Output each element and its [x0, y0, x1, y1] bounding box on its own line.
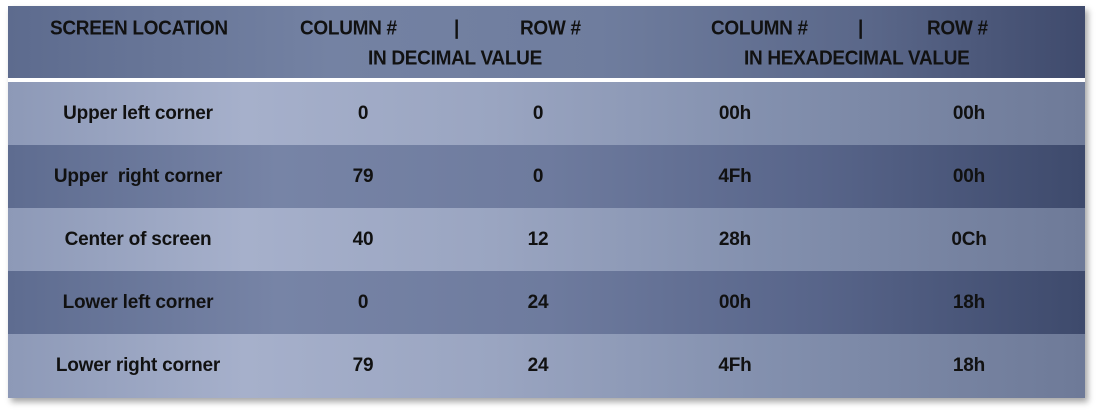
- cell-decimal-row: 24: [527, 292, 549, 313]
- table-row: Center of screen 40 12 28h 0Ch: [8, 208, 1085, 271]
- header-decimal-row: ROW #: [520, 17, 581, 40]
- cell-decimal-column: 0: [357, 292, 369, 313]
- cell-hex-row: 18h: [952, 292, 986, 313]
- table-header: SCREEN LOCATION COLUMN # | ROW # IN DECI…: [8, 6, 1085, 78]
- cell-decimal-row: 0: [532, 103, 544, 124]
- cell-decimal-row: 12: [527, 229, 549, 250]
- header-hex-caption: IN HEXADECIMAL VALUE: [744, 47, 970, 70]
- cell-hex-row: 18h: [952, 355, 986, 376]
- cell-location: Upper right corner: [53, 166, 223, 187]
- cell-hex-column: 28h: [718, 229, 752, 250]
- table-row: Lower right corner 79 24 4Fh 18h: [8, 334, 1085, 398]
- table-row: Upper left corner 0 0 00h 00h: [8, 82, 1085, 145]
- cell-location: Lower right corner: [55, 355, 221, 376]
- header-hex-row: ROW #: [927, 17, 988, 40]
- cell-decimal-column: 79: [352, 166, 374, 187]
- header-decimal-divider: |: [454, 17, 460, 40]
- cell-decimal-row: 24: [527, 355, 549, 376]
- header-screen-location: SCREEN LOCATION: [50, 17, 228, 40]
- header-separator: [8, 78, 1085, 82]
- cell-hex-column: 4Fh: [718, 166, 752, 187]
- cell-location: Center of screen: [64, 229, 212, 250]
- header-decimal-column: COLUMN #: [300, 17, 397, 40]
- cell-hex-column: 00h: [718, 103, 752, 124]
- header-hex-divider: |: [858, 17, 864, 40]
- cell-location: Lower left corner: [62, 292, 214, 313]
- cell-location: Upper left corner: [63, 103, 213, 124]
- table-row: Lower left corner 0 24 00h 18h: [8, 271, 1085, 334]
- cell-decimal-column: 40: [352, 229, 374, 250]
- cell-hex-row: 00h: [952, 166, 986, 187]
- cell-hex-row: 0Ch: [951, 229, 987, 250]
- screen-location-table: SCREEN LOCATION COLUMN # | ROW # IN DECI…: [8, 6, 1085, 398]
- table-row: Upper right corner 79 0 4Fh 00h: [8, 145, 1085, 208]
- header-hex-column: COLUMN #: [711, 17, 808, 40]
- cell-hex-column: 00h: [718, 292, 752, 313]
- cell-hex-column: 4Fh: [718, 355, 752, 376]
- cell-decimal-column: 0: [357, 103, 369, 124]
- cell-decimal-row: 0: [532, 166, 544, 187]
- cell-decimal-column: 79: [352, 355, 374, 376]
- cell-hex-row: 00h: [952, 103, 986, 124]
- header-decimal-caption: IN DECIMAL VALUE: [368, 47, 542, 70]
